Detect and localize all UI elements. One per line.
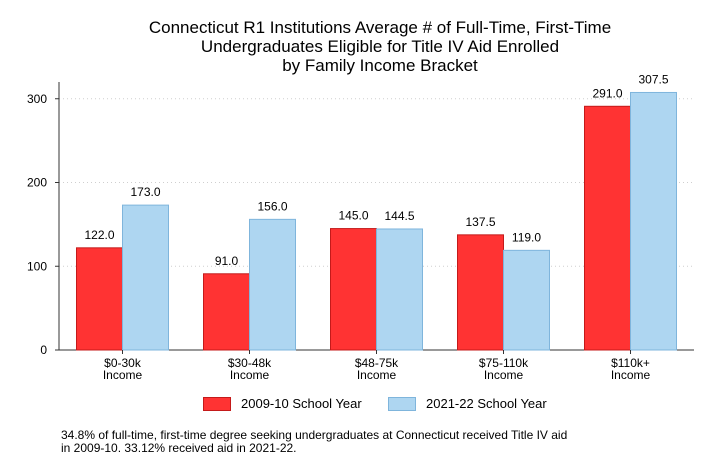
chart-title-line: by Family Income Bracket: [282, 56, 478, 75]
footnote-line: 34.8% of full-time, first-time degree se…: [61, 428, 568, 442]
x-tick-label-line: Income: [484, 368, 524, 382]
legend-swatch-2021-22: [388, 396, 416, 411]
x-tick-label: $75-110k Income: [479, 356, 529, 382]
data-label: 144.5: [384, 209, 414, 223]
x-tick-label-line: Income: [230, 368, 270, 382]
x-tick-label-line: $110k+: [611, 356, 650, 370]
footnote: 34.8% of full-time, first-time degree se…: [61, 429, 661, 455]
x-tick-label: $30-48k Income: [228, 356, 272, 382]
bar-2021-22: [503, 249, 550, 351]
legend-label: 2021-22 School Year: [426, 396, 547, 411]
x-tick-label-line: $0-30k: [104, 356, 142, 370]
x-tick-label-line: Income: [357, 368, 397, 382]
legend-label: 2009-10 School Year: [241, 396, 362, 411]
bar-2021-22: [249, 218, 296, 351]
data-label: 173.0: [130, 185, 160, 199]
bar-2021-22: [630, 91, 677, 351]
legend-swatch-2009-10: [203, 396, 231, 411]
data-label: 291.0: [592, 86, 622, 100]
data-label: 307.5: [638, 72, 668, 86]
legend: 2009-10 School Year 2021-22 School Year: [0, 396, 711, 416]
bar-2009-10: [76, 247, 123, 351]
data-label: 137.5: [465, 215, 495, 229]
data-label: 91.0: [215, 254, 239, 268]
data-label: 156.0: [257, 199, 287, 213]
legend-item-2021-22: 2021-22 School Year: [388, 396, 547, 411]
x-tick-label: $48-75k Income: [355, 356, 399, 382]
y-tick-label: 300: [27, 92, 47, 106]
bar-2009-10: [457, 234, 504, 351]
legend-item-2009-10: 2009-10 School Year: [203, 396, 362, 411]
x-tick-label-line: $48-75k: [355, 356, 399, 370]
x-tick-label-line: $75-110k: [479, 356, 529, 370]
x-tick-label-line: Income: [611, 368, 651, 382]
bar-2009-10: [584, 105, 631, 351]
y-tick-label: 100: [27, 259, 47, 273]
x-tick-label-line: Income: [103, 368, 143, 382]
x-tick-label: $0-30k Income: [103, 356, 143, 382]
chart-title: Connecticut R1 Institutions Average # of…: [0, 18, 711, 75]
y-tick-label: 0: [40, 343, 47, 357]
chart-title-line: Undergraduates Eligible for Title IV Aid…: [200, 37, 560, 56]
bar-2009-10: [330, 228, 377, 351]
bar-2021-22: [122, 204, 169, 351]
data-label: 122.0: [84, 228, 114, 242]
x-tick-label: $110k+ Income: [611, 356, 651, 382]
bar-2021-22: [376, 228, 423, 351]
chart-title-line: Connecticut R1 Institutions Average # of…: [148, 18, 612, 37]
data-label: 145.0: [338, 209, 368, 223]
y-tick-label: 200: [27, 176, 47, 190]
data-label: 119.0: [512, 230, 541, 244]
x-tick-label-line: $30-48k: [228, 356, 272, 370]
footnote-line: in 2009-10. 33.12% received aid in 2021-…: [61, 441, 297, 455]
bar-2009-10: [203, 273, 250, 351]
